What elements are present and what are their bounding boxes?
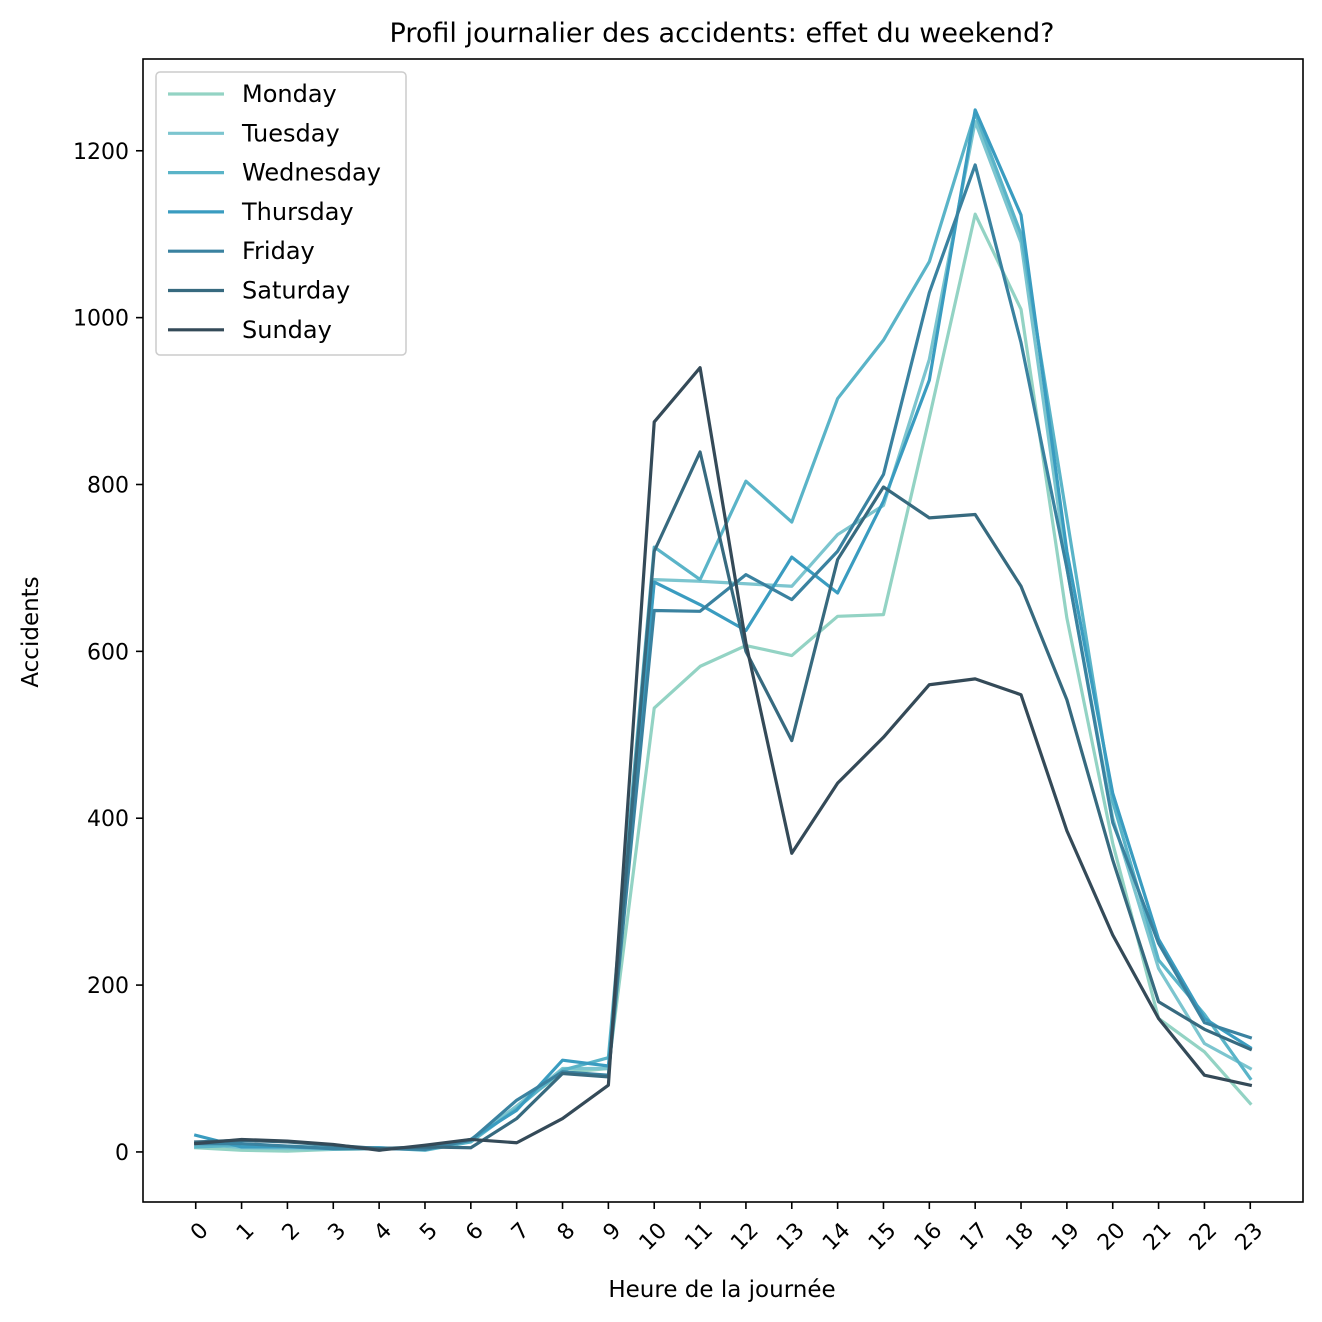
plot-area: [193, 108, 1253, 1153]
x-axis-label: Heure de la journée: [608, 1277, 835, 1303]
y-tick-label: 1000: [73, 307, 129, 332]
legend-label-monday: Monday: [242, 80, 337, 108]
legend: Monday Tuesday Wednesday Thursday Friday Satu…: [155, 71, 407, 356]
legend-label-tuesday: Tuesday: [241, 119, 340, 147]
legend-label-saturday: Saturday: [242, 277, 350, 305]
y-tick-label: 200: [87, 974, 129, 999]
y-tick-label: 400: [87, 807, 129, 832]
y-tick-label: 800: [87, 473, 129, 498]
axes-frame: [142, 58, 1304, 1203]
y-axis-label: Accidents: [18, 576, 44, 687]
y-tick-label: 1200: [73, 140, 129, 165]
legend-label-sunday: Sunday: [242, 316, 332, 344]
legend-box: [155, 71, 407, 356]
series-line-sunday: [193, 366, 1253, 1152]
legend-label-thursday: Thursday: [241, 198, 354, 226]
legend-label-friday: Friday: [242, 237, 315, 265]
legend-label-wednesday: Wednesday: [242, 159, 381, 187]
chart-title: Profil journalier des accidents: effet d…: [390, 18, 1055, 49]
y-tick-label: 600: [87, 640, 129, 665]
y-tick-label: 0: [115, 1141, 129, 1166]
